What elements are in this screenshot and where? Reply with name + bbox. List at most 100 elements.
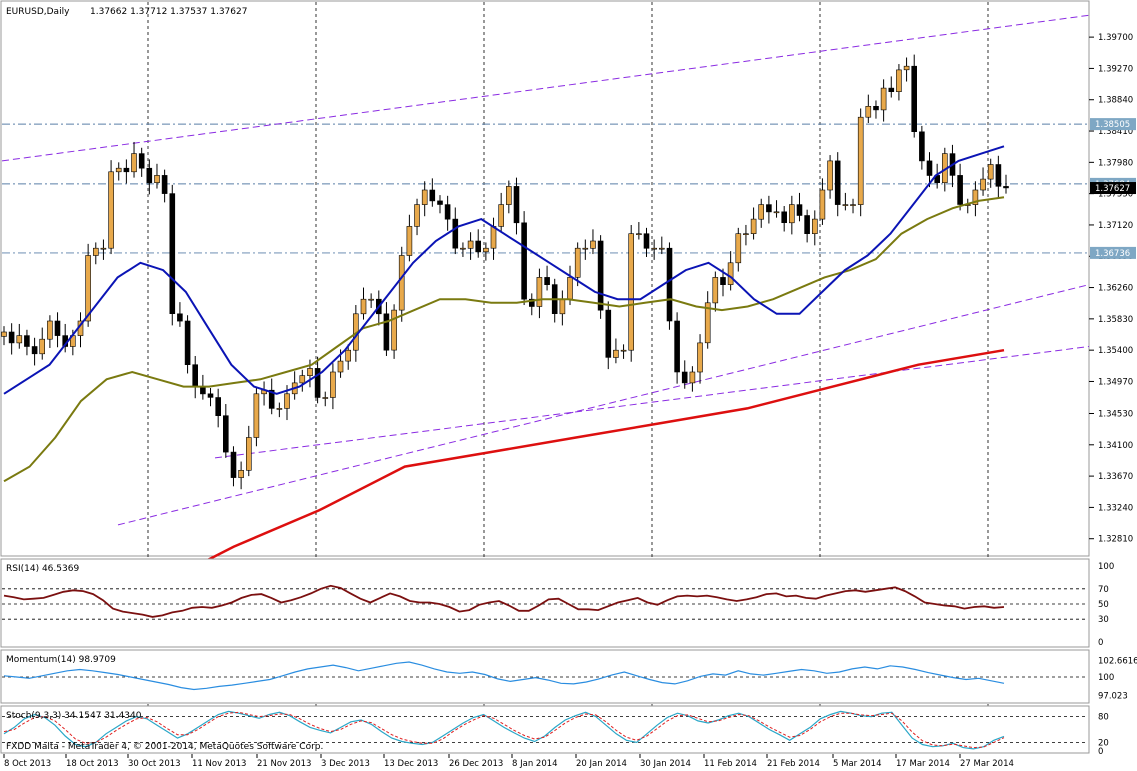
bear-candle-body <box>123 167 130 173</box>
y-axis-label: 1.37980 <box>1098 158 1133 168</box>
bull-candle-body <box>85 255 91 322</box>
footer-copyright: FXDD Malta - MetaTrader 4, © 2001-2014, … <box>6 742 323 752</box>
momentum-title: Momentum(14) 98.9709 <box>6 655 116 665</box>
stoch-y-label: 20 <box>1098 738 1109 748</box>
bear-candle-body <box>192 364 198 387</box>
bull-candle-body <box>330 371 336 398</box>
bull-candle-body <box>827 160 833 191</box>
stoch-y-label: 0 <box>1098 747 1103 757</box>
bull-candle-body <box>880 87 887 111</box>
bull-candle-body <box>758 204 765 220</box>
bear-candle-body <box>995 164 1002 187</box>
sma-slow-line <box>3 196 1005 483</box>
price-label: 1.38505 <box>1095 120 1130 130</box>
bull-candle-body <box>819 189 826 220</box>
y-axis-label: 1.33670 <box>1098 472 1133 482</box>
bear-candle-body <box>781 211 788 224</box>
ohlc-header: 1.37662 1.37712 1.37537 1.37627 <box>90 7 247 17</box>
x-axis-label: 11 Feb 2014 <box>704 759 757 769</box>
x-axis-label: 26 Dec 2013 <box>449 759 503 769</box>
bear-candle-body <box>452 218 459 249</box>
y-axis-label: 1.34970 <box>1098 377 1133 387</box>
bull-candle-body <box>842 204 849 206</box>
price-label-box <box>1090 182 1136 195</box>
rsi-y-label: 0 <box>1098 638 1103 648</box>
bull-candle-body <box>299 375 306 384</box>
y-axis-label: 1.38410 <box>1098 127 1133 137</box>
bull-candle-body <box>345 349 352 362</box>
bull-candle-body <box>857 116 864 205</box>
bear-candle-body <box>674 320 680 373</box>
bear-candle-body <box>169 193 176 315</box>
bear-candle-body <box>643 233 650 249</box>
x-axis-label: 30 Jan 2014 <box>640 759 691 769</box>
bull-candle-body <box>651 247 658 250</box>
rsi-y-label: 30 <box>1098 615 1109 625</box>
rsi-line <box>3 584 1005 618</box>
bull-candle-body <box>712 277 719 304</box>
rsi-y-label: 70 <box>1098 585 1109 595</box>
bull-candle-body <box>154 175 160 183</box>
bear-candle-body <box>888 87 895 92</box>
bull-candle-body <box>16 335 23 344</box>
rsi-title: RSI(14) 46.5369 <box>6 564 79 574</box>
bear-candle-body <box>597 240 604 311</box>
price-label-box <box>1090 246 1136 259</box>
bull-candle-body <box>850 204 856 206</box>
sma-fast-line <box>3 145 1005 395</box>
bear-candle-body <box>24 335 30 347</box>
bull-candle-body <box>360 298 367 315</box>
x-axis-label: 8 Oct 2013 <box>4 759 51 769</box>
stoch-panel <box>0 705 1090 754</box>
bull-candle-body <box>115 167 122 173</box>
bear-candle-body <box>804 215 810 235</box>
bear-candle-body <box>314 368 321 398</box>
bull-candle-body <box>773 211 780 214</box>
stoch-signal-line <box>3 711 1005 749</box>
momentum-y-label: 97.023 <box>1098 692 1128 702</box>
bear-candle-body <box>230 451 237 478</box>
bear-candle-body <box>521 222 527 300</box>
x-axis-label: 20 Jan 2014 <box>576 759 627 769</box>
y-axis-label: 1.34530 <box>1098 409 1133 419</box>
bear-candle-body <box>796 204 803 216</box>
channel-line <box>214 346 1090 459</box>
bear-candle-body <box>605 309 612 358</box>
bull-candle-body <box>238 469 244 478</box>
y-axis-label: 1.37120 <box>1098 221 1133 231</box>
candles-group <box>1 54 1009 490</box>
bull-candle-body <box>307 368 313 376</box>
bear-candle-body <box>911 65 918 132</box>
bull-candle-body <box>505 186 512 205</box>
stoch-main-line <box>3 710 1005 750</box>
bull-candle-body <box>284 393 290 409</box>
bull-candle-body <box>39 338 46 355</box>
price-label-box <box>1090 118 1136 131</box>
bull-candle-body <box>391 309 397 351</box>
bull-candle-body <box>574 247 581 278</box>
bear-candle-body <box>957 175 963 205</box>
x-axis-label: 13 Dec 2013 <box>384 759 438 769</box>
bear-candle-body <box>429 189 436 202</box>
y-axis-label: 1.34100 <box>1098 441 1133 451</box>
bull-candle-body <box>93 247 99 256</box>
bull-candle-body <box>636 233 642 235</box>
channel-line <box>117 284 1090 526</box>
bull-candle-body <box>620 349 627 352</box>
bear-candle-body <box>383 313 390 351</box>
y-axis-label: 1.32810 <box>1098 535 1133 545</box>
bear-candle-body <box>919 131 925 162</box>
bear-candle-body <box>720 277 726 285</box>
bull-candle-body <box>704 302 711 344</box>
bull-candle-body <box>972 189 979 205</box>
bear-candle-body <box>444 204 451 220</box>
bull-candle-body <box>406 226 413 256</box>
bear-candle-body <box>207 393 214 398</box>
x-axis-label: 5 Mar 2014 <box>833 759 881 769</box>
bull-candle-body <box>490 226 497 249</box>
bull-candle-body <box>322 397 329 399</box>
bull-candle-body <box>743 233 749 235</box>
chart-title: EURUSD,Daily <box>6 7 70 17</box>
bull-candle-body <box>368 298 374 301</box>
